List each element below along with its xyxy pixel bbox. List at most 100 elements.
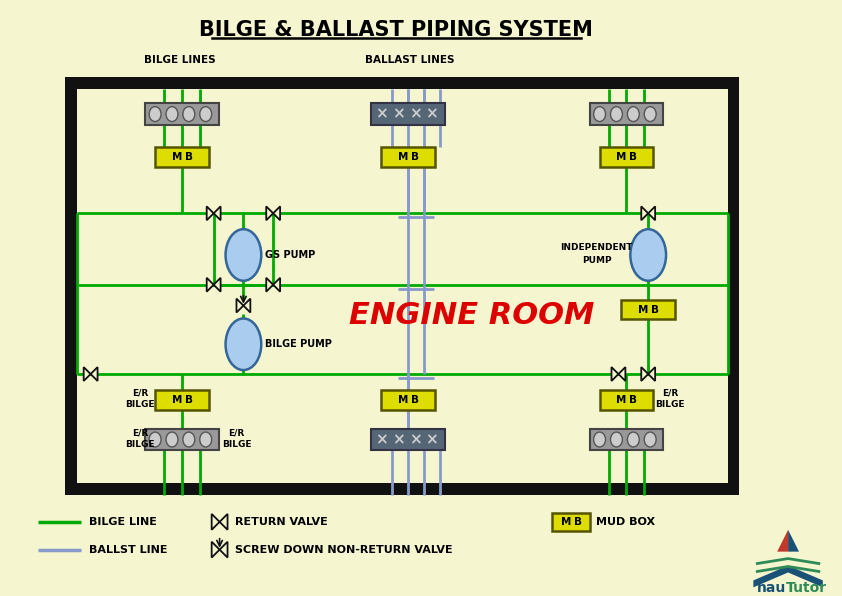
Text: B: B (411, 152, 419, 162)
Text: B: B (629, 395, 637, 405)
Ellipse shape (644, 432, 656, 447)
Polygon shape (611, 367, 618, 381)
Polygon shape (206, 278, 214, 291)
Polygon shape (206, 206, 214, 221)
Ellipse shape (644, 107, 656, 122)
Text: MUD BOX: MUD BOX (595, 517, 655, 527)
Text: ×: × (408, 432, 422, 447)
Polygon shape (214, 278, 221, 291)
Text: BILGE: BILGE (125, 401, 155, 409)
Ellipse shape (594, 107, 605, 122)
Bar (621, 300, 675, 319)
Ellipse shape (166, 432, 178, 447)
Polygon shape (237, 299, 243, 312)
Bar (371, 103, 445, 125)
Bar (589, 429, 663, 451)
Text: M: M (561, 517, 571, 527)
Text: BILGE & BALLAST PIPING SYSTEM: BILGE & BALLAST PIPING SYSTEM (200, 20, 593, 40)
Ellipse shape (183, 432, 195, 447)
Polygon shape (642, 206, 648, 221)
Text: ×: × (375, 107, 387, 122)
Polygon shape (83, 367, 91, 381)
Text: B: B (185, 395, 193, 405)
Bar (600, 390, 653, 410)
Polygon shape (211, 514, 220, 530)
Text: E/R: E/R (228, 428, 244, 437)
Text: B: B (185, 152, 193, 162)
Ellipse shape (627, 432, 639, 447)
Text: ×: × (425, 432, 439, 447)
Bar (600, 147, 653, 167)
Text: B: B (411, 395, 419, 405)
Text: SCREW DOWN NON-RETURN VALVE: SCREW DOWN NON-RETURN VALVE (236, 545, 453, 555)
Text: BILGE: BILGE (221, 440, 251, 449)
Text: B: B (629, 152, 637, 162)
Polygon shape (273, 278, 280, 291)
Ellipse shape (627, 107, 639, 122)
Bar (381, 390, 434, 410)
Text: BALLAST LINES: BALLAST LINES (365, 54, 455, 64)
Polygon shape (273, 206, 280, 221)
Text: B: B (573, 517, 582, 527)
Text: nau: nau (757, 581, 786, 595)
Bar (589, 103, 663, 125)
Text: ×: × (425, 107, 439, 122)
Text: M: M (172, 152, 182, 162)
Bar (65, 77, 727, 89)
Polygon shape (266, 278, 273, 291)
Polygon shape (243, 299, 250, 312)
Ellipse shape (200, 432, 211, 447)
Ellipse shape (183, 107, 195, 122)
Text: M: M (616, 152, 626, 162)
Text: ENGINE ROOM: ENGINE ROOM (349, 301, 594, 330)
Polygon shape (618, 367, 626, 381)
Ellipse shape (631, 229, 666, 281)
Bar (65, 483, 727, 495)
Polygon shape (211, 542, 220, 558)
Text: M: M (398, 152, 408, 162)
Bar (371, 429, 445, 451)
Text: RETURN VALVE: RETURN VALVE (236, 517, 328, 527)
Polygon shape (788, 530, 799, 552)
Bar (155, 147, 209, 167)
Polygon shape (642, 367, 648, 381)
Text: BILGE LINES: BILGE LINES (144, 54, 216, 64)
Text: M: M (616, 395, 626, 405)
Ellipse shape (200, 107, 211, 122)
Ellipse shape (226, 318, 261, 370)
Text: BILGE: BILGE (655, 401, 685, 409)
Ellipse shape (149, 432, 161, 447)
Ellipse shape (149, 107, 161, 122)
Text: B: B (651, 305, 659, 315)
Text: ×: × (392, 107, 404, 122)
Polygon shape (220, 542, 227, 558)
Text: E/R: E/R (662, 389, 678, 398)
Text: ×: × (392, 432, 404, 447)
Text: INDEPENDENT: INDEPENDENT (561, 243, 633, 252)
Text: PUMP: PUMP (582, 256, 611, 265)
Text: GS PUMP: GS PUMP (265, 250, 316, 260)
Text: M: M (398, 395, 408, 405)
Text: Tutor: Tutor (786, 581, 827, 595)
Bar (145, 103, 219, 125)
Text: M: M (638, 305, 648, 315)
Bar (727, 77, 739, 495)
Ellipse shape (166, 107, 178, 122)
Polygon shape (777, 530, 788, 552)
Text: ×: × (375, 432, 387, 447)
Ellipse shape (594, 432, 605, 447)
Polygon shape (266, 206, 273, 221)
Polygon shape (754, 566, 823, 587)
Text: E/R: E/R (132, 389, 148, 398)
Text: BILGE PUMP: BILGE PUMP (265, 339, 332, 349)
Text: E/R: E/R (132, 428, 148, 437)
Bar (65, 77, 77, 495)
Bar (145, 429, 219, 451)
Polygon shape (214, 206, 221, 221)
Text: M: M (172, 395, 182, 405)
Polygon shape (648, 367, 655, 381)
Ellipse shape (610, 107, 622, 122)
Text: BALLST LINE: BALLST LINE (88, 545, 167, 555)
Ellipse shape (610, 432, 622, 447)
Text: ×: × (408, 107, 422, 122)
